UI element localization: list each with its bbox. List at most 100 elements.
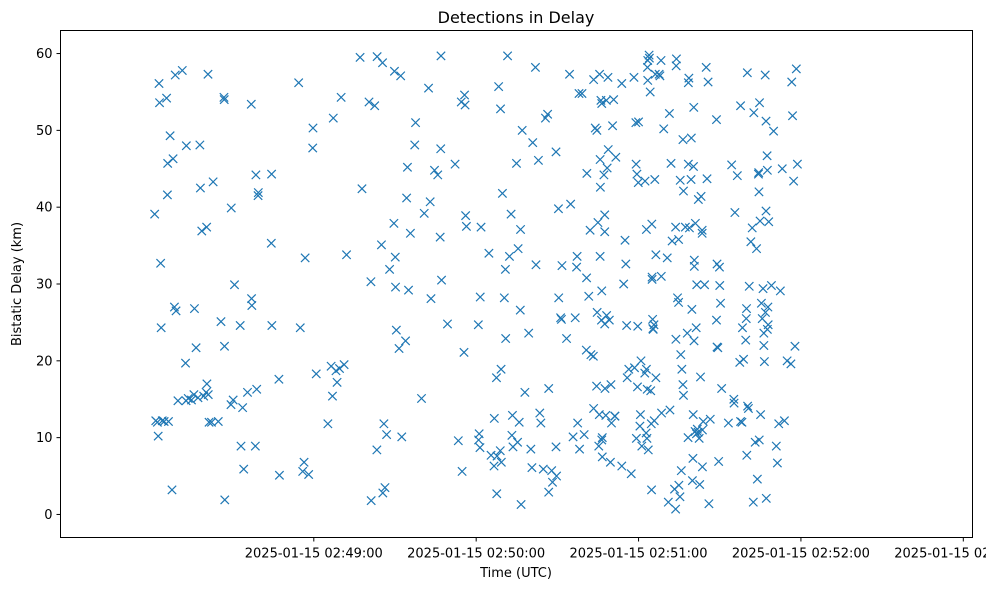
data-point <box>761 493 771 503</box>
data-point <box>695 372 706 382</box>
data-point <box>154 78 164 89</box>
data-point <box>436 275 447 285</box>
data-point <box>251 170 261 180</box>
data-point <box>429 165 440 175</box>
data-point <box>633 117 644 127</box>
data-point <box>381 429 392 440</box>
data-point <box>632 382 643 392</box>
data-point <box>180 358 191 368</box>
data-point <box>631 159 641 169</box>
data-point <box>162 190 173 200</box>
data-point <box>390 282 401 292</box>
data-point <box>671 54 682 64</box>
data-point <box>650 174 660 185</box>
data-point <box>252 384 262 394</box>
data-point <box>489 413 499 424</box>
data-point <box>772 458 783 468</box>
data-point <box>219 92 229 102</box>
data-point <box>697 425 708 435</box>
data-point <box>595 182 606 192</box>
data-point <box>551 147 561 157</box>
data-point <box>686 133 696 143</box>
data-point <box>436 51 446 61</box>
data-point <box>515 305 525 315</box>
data-point <box>609 95 619 105</box>
data-point <box>403 285 414 295</box>
data-point <box>636 356 646 366</box>
data-point <box>595 251 605 261</box>
data-point <box>597 98 607 109</box>
data-point <box>673 234 684 245</box>
data-point <box>527 462 537 473</box>
data-point <box>203 69 213 79</box>
data-point <box>246 99 256 109</box>
data-point <box>474 429 484 439</box>
data-point <box>592 307 602 318</box>
data-point <box>229 280 240 290</box>
data-point <box>266 238 276 248</box>
data-point <box>622 320 632 331</box>
data-point <box>751 244 762 254</box>
data-point <box>762 165 772 175</box>
data-point <box>601 95 611 106</box>
data-point <box>742 401 753 411</box>
data-point <box>499 293 509 303</box>
data-point <box>742 450 752 460</box>
data-point <box>460 100 470 110</box>
data-point <box>202 222 212 232</box>
data-point <box>595 154 605 165</box>
data-point <box>300 253 310 263</box>
data-point <box>606 418 617 428</box>
data-point <box>597 433 607 443</box>
data-point <box>372 445 382 455</box>
data-point <box>298 466 308 477</box>
data-point <box>582 168 592 179</box>
data-point <box>647 274 657 285</box>
data-point <box>600 210 610 220</box>
data-point <box>760 307 771 318</box>
data-point <box>631 433 642 444</box>
data-point <box>715 280 725 291</box>
data-point <box>323 419 333 429</box>
data-point <box>748 497 758 507</box>
data-point <box>743 403 754 414</box>
data-point <box>592 125 602 135</box>
data-point <box>242 387 253 397</box>
data-point <box>768 126 779 136</box>
data-point <box>787 77 797 87</box>
data-point <box>170 70 180 80</box>
data-point <box>786 359 796 369</box>
data-point <box>791 64 801 74</box>
data-point <box>366 277 376 287</box>
data-point <box>621 259 631 269</box>
data-point <box>514 417 524 427</box>
data-point <box>646 386 656 396</box>
data-point <box>159 416 169 427</box>
data-point <box>295 323 305 333</box>
data-point <box>495 104 506 114</box>
data-point <box>737 323 748 333</box>
data-point <box>311 369 321 379</box>
data-point <box>659 124 669 134</box>
data-point <box>213 416 223 427</box>
data-point <box>677 364 687 374</box>
data-point <box>391 325 401 335</box>
data-point <box>564 69 575 79</box>
data-point <box>476 222 486 232</box>
data-point <box>593 217 603 228</box>
data-point <box>605 457 616 467</box>
data-point <box>671 504 681 514</box>
data-point <box>754 187 764 197</box>
data-point <box>544 487 554 497</box>
data-point <box>742 68 752 78</box>
data-point <box>787 111 798 121</box>
data-point <box>642 62 653 72</box>
data-point <box>603 144 613 155</box>
data-point <box>671 334 681 344</box>
data-point <box>585 225 595 235</box>
data-point <box>741 335 751 345</box>
y-axis-label: Bistatic Delay (km) <box>10 222 25 346</box>
data-point <box>635 409 646 420</box>
data-point <box>714 262 725 272</box>
data-point <box>755 409 766 420</box>
